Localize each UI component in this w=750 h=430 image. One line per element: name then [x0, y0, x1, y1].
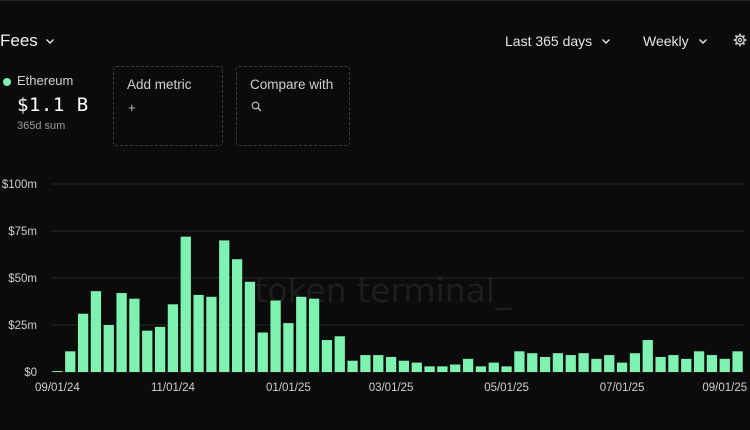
y-tick-label: $100m	[2, 179, 37, 191]
x-tick-label: 03/01/25	[369, 382, 414, 394]
plus-icon: +	[128, 100, 136, 115]
bar[interactable]	[360, 355, 371, 372]
bar[interactable]	[475, 366, 487, 372]
bar[interactable]	[308, 298, 320, 372]
bar[interactable]	[488, 362, 499, 372]
x-tick-label: 09/01/25	[702, 382, 747, 394]
bar[interactable]	[206, 296, 217, 372]
bar[interactable]	[347, 360, 358, 372]
chevron-down-icon	[602, 39, 611, 44]
bar[interactable]	[706, 355, 718, 372]
watermark-text: token terminal_	[254, 271, 512, 310]
grid-lines	[51, 183, 744, 373]
bar[interactable]	[591, 358, 602, 372]
bar[interactable]	[167, 304, 179, 372]
bar[interactable]	[578, 353, 589, 372]
bar[interactable]	[219, 240, 230, 372]
bar[interactable]	[296, 296, 307, 372]
add-metric-label: Add metric	[127, 77, 192, 92]
metric-value: $1.1 B	[17, 94, 89, 116]
bar[interactable]	[668, 355, 679, 372]
bar[interactable]	[231, 259, 243, 372]
bar[interactable]	[142, 330, 153, 372]
y-tick-label: $75m	[8, 226, 37, 238]
y-axis-labels: $0 $25m $50m $75m $100m	[2, 179, 37, 379]
bar[interactable]	[604, 355, 615, 372]
metric-card-ethereum[interactable]: Ethereum $1.1 B 365d sum	[0, 70, 110, 146]
fees-bar-chart: token terminal_ $0 $25m $50m $75m $100m 09/0…	[2, 179, 747, 394]
bar[interactable]	[629, 353, 641, 372]
bar[interactable]	[65, 351, 76, 372]
bar[interactable]	[116, 293, 127, 372]
x-tick-label: 07/01/25	[600, 382, 645, 394]
bar[interactable]	[693, 351, 705, 372]
bar[interactable]	[129, 298, 140, 372]
x-tick-label: 01/01/25	[266, 382, 311, 394]
search-icon	[251, 101, 262, 112]
bar[interactable]	[398, 360, 410, 372]
metric-selector[interactable]: Fees	[0, 31, 56, 51]
compare-with-button[interactable]: Compare with	[236, 66, 350, 146]
bar[interactable]	[90, 291, 102, 372]
bar[interactable]	[462, 358, 474, 372]
bar[interactable]	[244, 281, 256, 372]
bar[interactable]	[424, 366, 435, 372]
range-label: Last 365 days	[505, 33, 593, 49]
x-tick-label: 11/01/24	[151, 382, 196, 394]
bar[interactable]	[283, 323, 294, 372]
bar[interactable]	[501, 366, 512, 372]
bar[interactable]	[642, 340, 653, 372]
bar[interactable]	[616, 362, 628, 372]
x-tick-label: 09/01/24	[35, 382, 80, 394]
granularity-selector[interactable]: Weekly	[643, 33, 709, 49]
series-color-dot	[3, 78, 11, 86]
bar[interactable]	[103, 325, 114, 372]
metric-sub: 365d sum	[17, 120, 66, 132]
bar[interactable]	[193, 294, 204, 372]
add-metric-button[interactable]: Add metric +	[113, 66, 223, 146]
x-axis-labels: 09/01/24 11/01/24 01/01/25 03/01/25 05/01/25…	[35, 382, 747, 394]
bar[interactable]	[527, 353, 538, 372]
bar[interactable]	[321, 340, 333, 372]
bar[interactable]	[681, 358, 692, 372]
bars	[52, 236, 743, 372]
bar[interactable]	[257, 332, 268, 372]
bar[interactable]	[539, 356, 551, 372]
bar[interactable]	[565, 355, 576, 372]
bar[interactable]	[514, 351, 525, 372]
range-selector[interactable]: Last 365 days	[505, 33, 612, 49]
bar[interactable]	[450, 364, 461, 372]
bar[interactable]	[77, 313, 89, 372]
chart-title: Fees	[0, 31, 38, 50]
y-tick-label: $0	[24, 367, 37, 379]
gear-icon[interactable]	[733, 33, 747, 47]
chevron-down-icon	[698, 39, 707, 44]
bar[interactable]	[719, 358, 730, 372]
x-tick-label: 05/01/25	[484, 382, 529, 394]
y-tick-label: $50m	[8, 273, 37, 285]
bar[interactable]	[373, 355, 384, 372]
bar[interactable]	[655, 356, 666, 372]
chevron-down-icon	[45, 39, 54, 44]
y-tick-label: $25m	[8, 320, 37, 332]
bar[interactable]	[411, 362, 422, 372]
granularity-label: Weekly	[643, 33, 689, 49]
bar[interactable]	[334, 336, 345, 372]
bar[interactable]	[154, 326, 166, 372]
bar[interactable]	[437, 366, 448, 372]
bar[interactable]	[270, 300, 281, 372]
bar[interactable]	[385, 356, 397, 372]
compare-with-label: Compare with	[250, 77, 334, 92]
bar[interactable]	[180, 236, 191, 372]
bar[interactable]	[552, 353, 564, 372]
metric-name: Ethereum	[17, 73, 74, 88]
bar[interactable]	[732, 351, 743, 372]
bar[interactable]	[52, 371, 63, 372]
